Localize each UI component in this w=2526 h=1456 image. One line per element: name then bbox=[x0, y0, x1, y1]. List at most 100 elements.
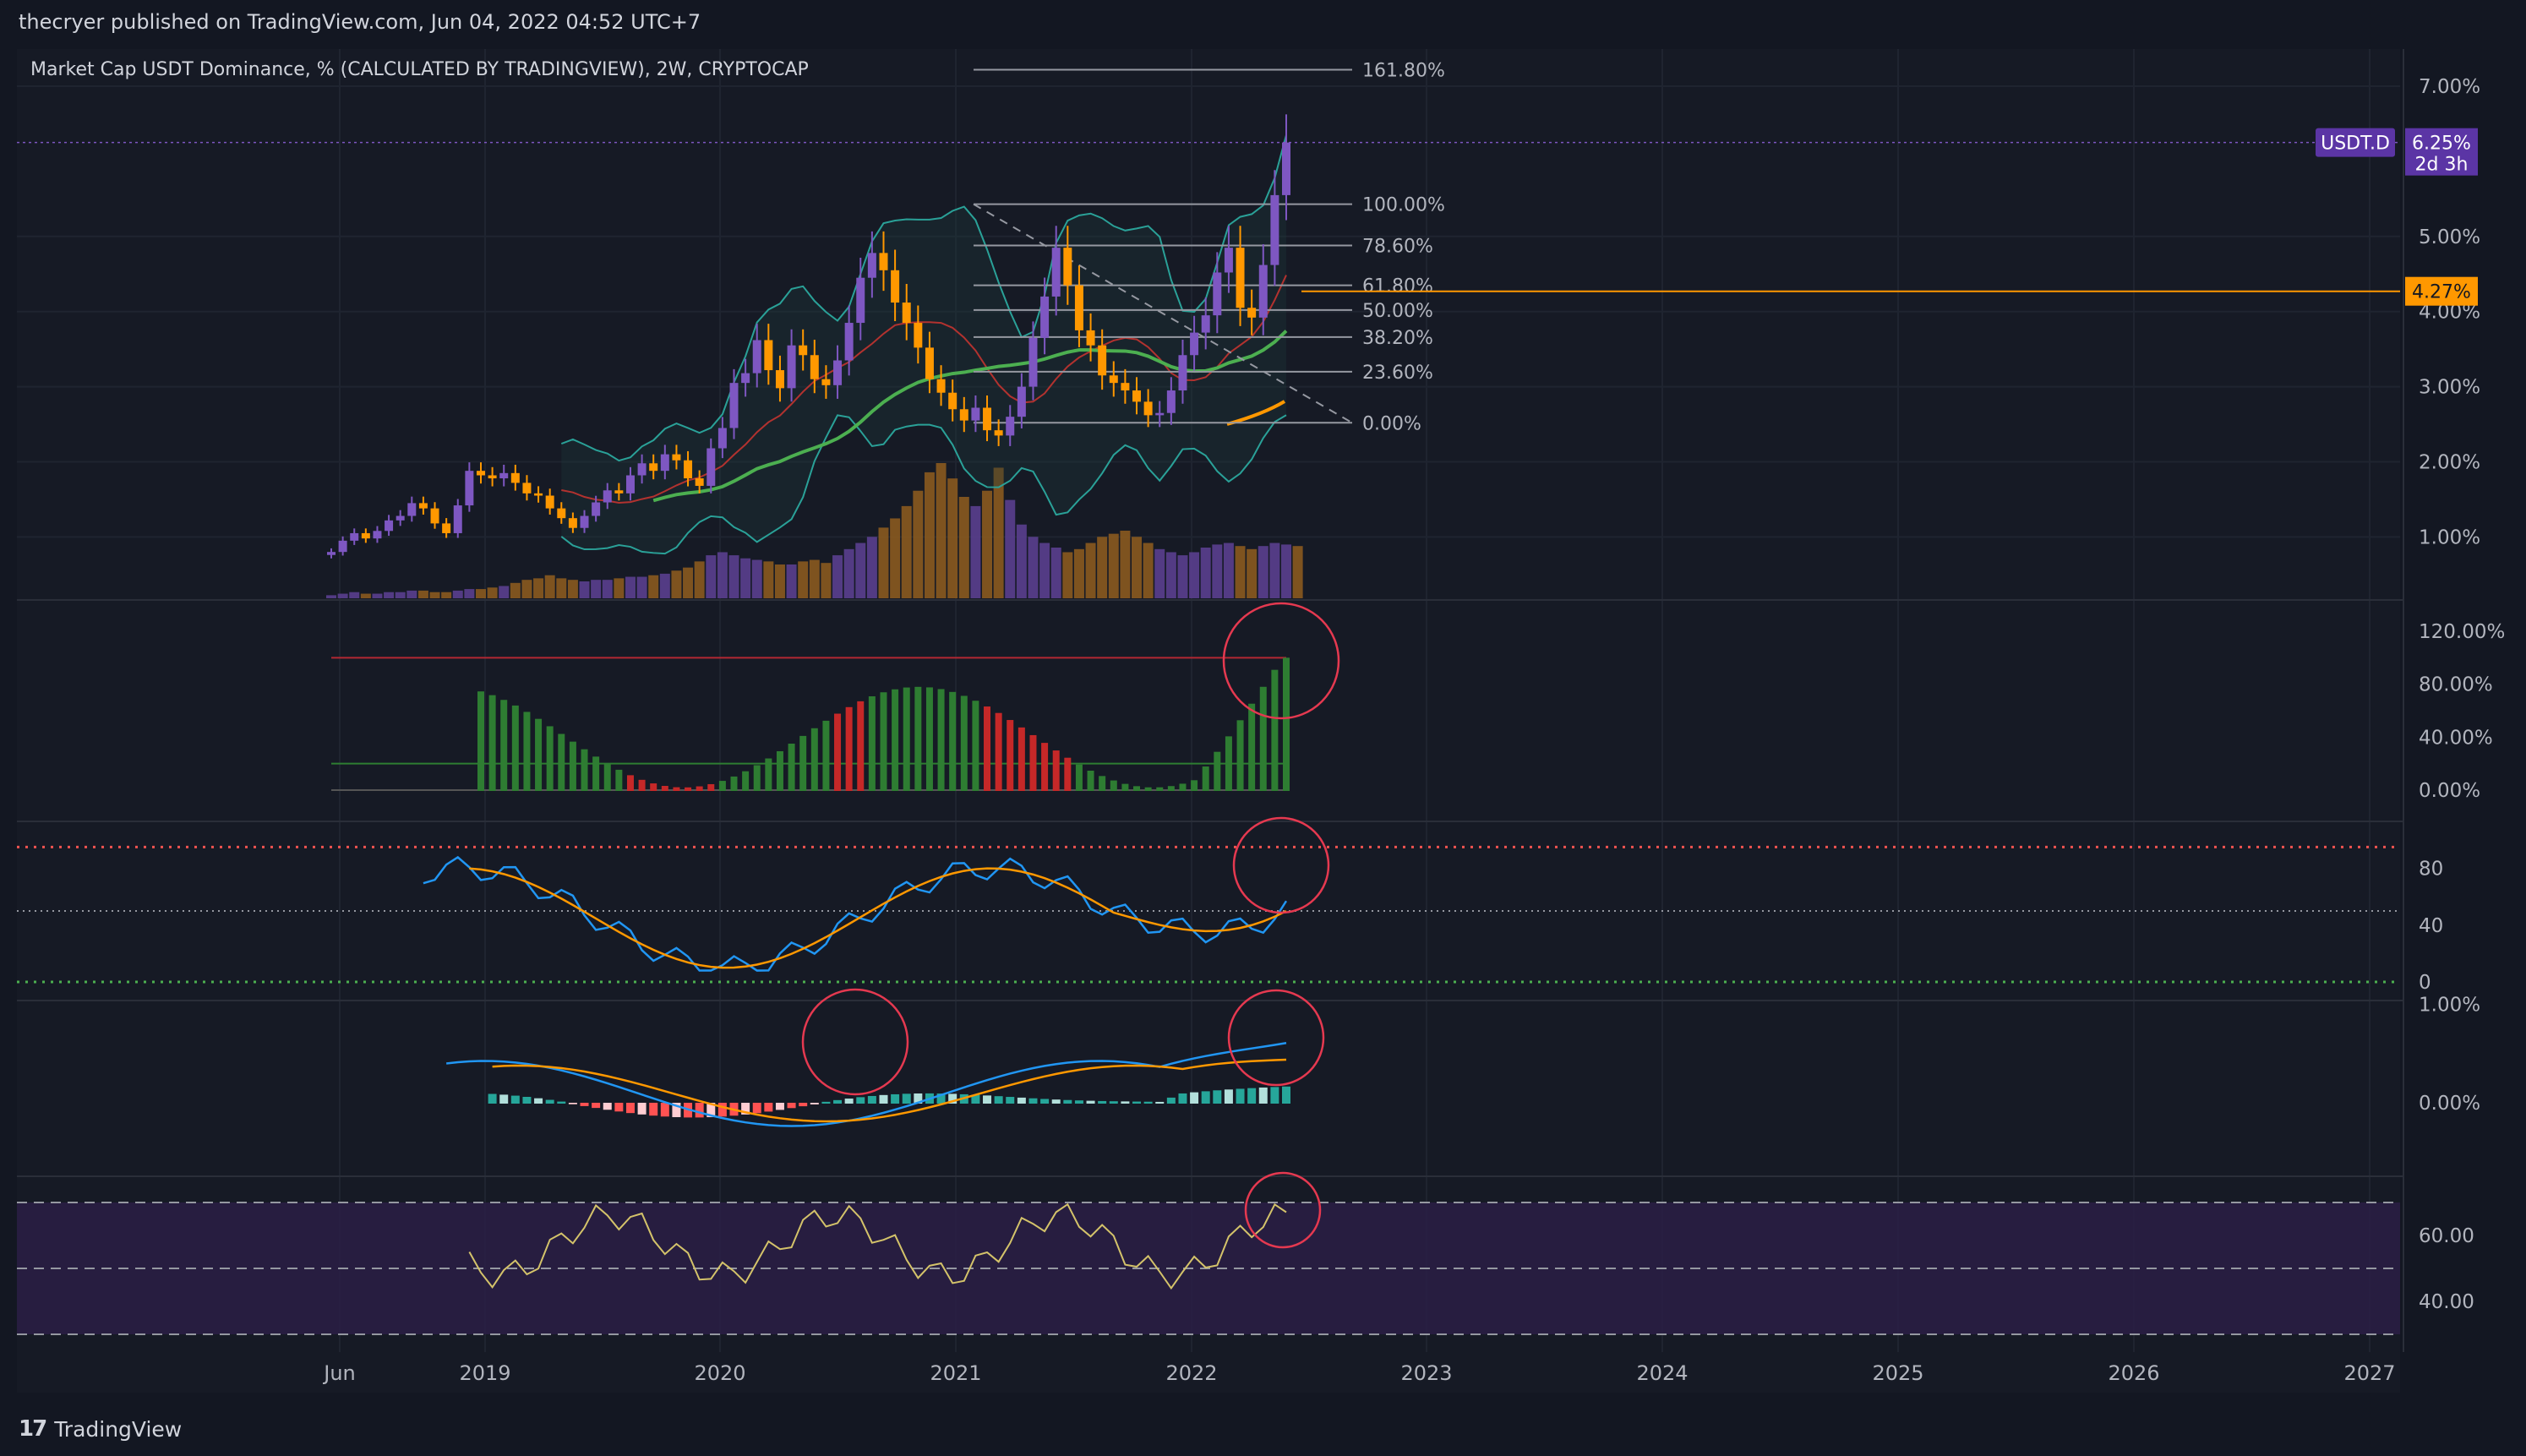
ind3-hist-20 bbox=[557, 1101, 566, 1104]
candle-body-19 bbox=[545, 495, 554, 509]
volume-bar-35 bbox=[728, 555, 739, 598]
fib-label-5: 38.20% bbox=[1362, 328, 1433, 349]
ind3-hist-44 bbox=[833, 1099, 843, 1104]
ind3-hist-74 bbox=[1178, 1093, 1187, 1104]
price-labels: USDT.D 6.25%2d 3h 4.27% bbox=[2316, 128, 2478, 306]
ind3-hist-26 bbox=[625, 1103, 635, 1114]
volume-bar-84 bbox=[1292, 546, 1303, 598]
volume-bar-14 bbox=[487, 587, 498, 598]
volume-bar-73 bbox=[1165, 552, 1176, 598]
volume-bar-29 bbox=[659, 573, 670, 598]
ind3-hist-72 bbox=[1155, 1101, 1165, 1104]
ind1-bar-39 bbox=[776, 750, 783, 791]
ind1-bar-23 bbox=[592, 756, 600, 791]
candle-body-32 bbox=[695, 478, 704, 486]
candle-body-9 bbox=[430, 508, 439, 524]
candle-body-16 bbox=[510, 472, 520, 483]
ind1-bar-74 bbox=[1179, 783, 1187, 791]
brand[interactable]: 𝟭𝟳 TradingView bbox=[19, 1416, 182, 1442]
ind1-bar-54 bbox=[949, 691, 957, 791]
candle-body-67 bbox=[1098, 345, 1107, 376]
fib-label-7: 0.00% bbox=[1362, 413, 1421, 434]
ind1-bar-69 bbox=[1121, 783, 1129, 791]
fib-label-6: 23.60% bbox=[1362, 363, 1433, 384]
volume-bar-24 bbox=[602, 580, 613, 598]
ind1-bar-67 bbox=[1099, 776, 1106, 791]
ind3-hist-14 bbox=[488, 1093, 497, 1104]
ind1-bar-63 bbox=[1052, 750, 1060, 791]
ind3-hist-73 bbox=[1166, 1097, 1176, 1104]
volume-bar-2 bbox=[349, 592, 360, 598]
ind1-bar-82 bbox=[1271, 669, 1279, 791]
highlight-circle-4 bbox=[1244, 1171, 1322, 1249]
time-tick-1: 2019 bbox=[459, 1361, 510, 1385]
ind3-hist-71 bbox=[1143, 1101, 1153, 1104]
price-tick-5: 1.00% bbox=[2419, 526, 2480, 548]
ind1-bar-15 bbox=[500, 700, 508, 791]
chart-canvas[interactable]: 161.80% 100.00% 78.60% 61.80% 50.00% 38.20% 23… bbox=[0, 0, 2526, 1403]
volume-bar-56 bbox=[970, 505, 981, 598]
volume-bar-61 bbox=[1028, 537, 1039, 598]
ind1-tick-1: 80.00% bbox=[2419, 674, 2493, 696]
price-axis[interactable]: 7.00%5.00%4.00%3.00%2.00%1.00%120.00%80.… bbox=[2419, 76, 2505, 1313]
ind3-hist-30 bbox=[672, 1103, 681, 1118]
ind3-hist-32 bbox=[695, 1103, 704, 1118]
bollinger-bands bbox=[560, 134, 1288, 555]
volume-bar-25 bbox=[614, 578, 625, 598]
ind2-tick-1: 40 bbox=[2419, 915, 2443, 937]
time-tick-7: 2025 bbox=[1872, 1361, 1923, 1385]
ind1-bar-80 bbox=[1248, 703, 1256, 791]
countdown: 2d 3h bbox=[2415, 155, 2469, 176]
ind1-bar-22 bbox=[581, 749, 588, 791]
candle-body-33 bbox=[707, 448, 716, 486]
candle-body-35 bbox=[729, 383, 739, 428]
candle-body-0 bbox=[327, 552, 336, 555]
candle-body-51 bbox=[914, 323, 923, 348]
volume-bar-31 bbox=[683, 567, 694, 598]
volume-bar-66 bbox=[1085, 543, 1096, 598]
ind1-bar-83 bbox=[1283, 657, 1290, 791]
symbol-badge: USDT.D bbox=[2321, 134, 2390, 155]
ind3-hist-40 bbox=[787, 1103, 796, 1109]
candle-body-81 bbox=[1258, 264, 1268, 318]
ind3-hist-51 bbox=[914, 1093, 923, 1104]
ind1-bar-78 bbox=[1225, 736, 1232, 791]
ind3-tick-1: 0.00% bbox=[2419, 1093, 2480, 1115]
candle-body-78 bbox=[1224, 248, 1233, 273]
candle-body-53 bbox=[936, 379, 946, 393]
fibonacci-retracement[interactable]: 161.80% 100.00% 78.60% 61.80% 50.00% 38.20% 23… bbox=[17, 60, 2400, 434]
volume-bar-75 bbox=[1189, 552, 1200, 598]
ind3-hist-69 bbox=[1121, 1101, 1130, 1104]
ind3-hist-68 bbox=[1109, 1101, 1118, 1104]
candle-body-69 bbox=[1121, 383, 1130, 391]
ind1-bar-56 bbox=[972, 701, 979, 791]
candle-body-12 bbox=[465, 471, 474, 506]
ind3-macd-line bbox=[446, 1042, 1287, 1127]
last-price-badge-bg bbox=[2405, 128, 2478, 176]
ind1-bar-64 bbox=[1064, 757, 1072, 791]
volume-bar-55 bbox=[958, 497, 969, 598]
ind1-bar-66 bbox=[1087, 770, 1094, 791]
ind1-bar-77 bbox=[1214, 751, 1221, 791]
volume-bar-28 bbox=[648, 575, 659, 598]
ind3-hist-23 bbox=[592, 1103, 601, 1109]
candle-body-54 bbox=[948, 392, 957, 410]
indicator-pane-2 bbox=[17, 845, 2400, 984]
time-axis[interactable]: Jun 2019 2020 2021 2022 2023 2024 2025 2026 2027 bbox=[322, 1361, 2395, 1385]
time-tick-9: 2027 bbox=[2343, 1361, 2395, 1385]
candle-body-62 bbox=[1040, 296, 1050, 338]
candle-body-61 bbox=[1028, 337, 1038, 387]
ind3-hist-47 bbox=[867, 1095, 876, 1104]
candle-body-27 bbox=[637, 463, 647, 476]
volume-bar-36 bbox=[740, 558, 751, 598]
candle-body-45 bbox=[844, 323, 854, 361]
candle-body-70 bbox=[1132, 390, 1142, 402]
candle-body-21 bbox=[568, 518, 577, 528]
volume-bar-57 bbox=[982, 490, 993, 598]
ind1-bar-30 bbox=[673, 787, 680, 791]
ind1-bar-31 bbox=[685, 787, 692, 791]
ind3-hist-16 bbox=[510, 1095, 520, 1104]
candle-body-7 bbox=[407, 503, 417, 516]
volume-bar-32 bbox=[694, 561, 705, 598]
ind1-bar-33 bbox=[707, 783, 715, 791]
